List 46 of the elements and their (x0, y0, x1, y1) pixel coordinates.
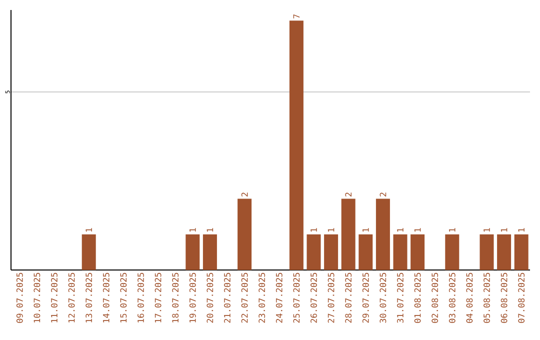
data-label: 1 (484, 228, 490, 232)
x-tick-label: 27.07.2025 (328, 272, 334, 323)
x-tick-label: 03.08.2025 (448, 272, 456, 323)
x-tick-label: 22.07.2025 (241, 272, 248, 323)
data-label: 1 (310, 228, 317, 232)
data-label: 1 (397, 228, 404, 232)
x-tick-label: 11.07.2025 (51, 272, 58, 322)
x-tick-label: 15.07.2025 (120, 272, 127, 322)
data-label: 2 (380, 192, 386, 196)
data-label: 1 (206, 228, 214, 232)
x-tick-label: 04.08.2025 (466, 272, 473, 323)
data-label: 1 (362, 228, 369, 232)
data-label: 2 (241, 192, 248, 196)
x-tick-label: 25.07.2025 (293, 272, 300, 323)
data-label: 1 (449, 228, 456, 232)
x-tick-label: 05.08.2025 (484, 272, 490, 323)
x-tick-label: 16.07.2025 (138, 272, 144, 322)
x-tick-label: 29.07.2025 (362, 272, 369, 323)
x-tick-label: 26.07.2025 (310, 272, 317, 323)
data-label: 7 (293, 14, 300, 18)
x-tick-label: 28.07.2025 (345, 272, 352, 323)
x-tick-label: 06.08.2025 (500, 272, 508, 323)
x-tick-label: 23.07.2025 (258, 272, 266, 323)
data-label: 1 (190, 228, 196, 232)
x-tick-label: 20.07.2025 (206, 272, 214, 323)
x-tick-label: 12.07.2025 (68, 272, 75, 322)
x-tick-label: 02.08.2025 (432, 272, 438, 323)
x-tick-label: 31.07.2025 (397, 272, 404, 323)
x-tick-label: 30.07.2025 (380, 272, 386, 323)
x-tick-label: 24.07.2025 (276, 272, 282, 323)
data-label: 1 (414, 228, 421, 232)
data-label: 1 (328, 228, 334, 232)
x-tick-label: 01.08.2025 (414, 272, 421, 323)
x-tick-label: 10.07.2025 (34, 272, 40, 322)
x-tick-label: 17.07.2025 (154, 272, 162, 322)
x-tick-label: 19.07.2025 (189, 272, 196, 322)
x-tick-label: 14.07.2025 (102, 272, 110, 322)
data-label: 1 (500, 228, 508, 232)
x-tick-label: 13.07.2025 (86, 272, 92, 322)
data-label: 1 (86, 228, 92, 232)
data-label: 1 (518, 228, 524, 232)
x-tick-label: 07.08.2025 (518, 272, 525, 323)
x-tick-label: 09.07.2025 (16, 272, 23, 323)
x-tick-label: 18.07.2025 (172, 272, 179, 322)
x-tick-label: 21.07.2025 (224, 272, 230, 323)
data-label: 2 (345, 192, 352, 196)
